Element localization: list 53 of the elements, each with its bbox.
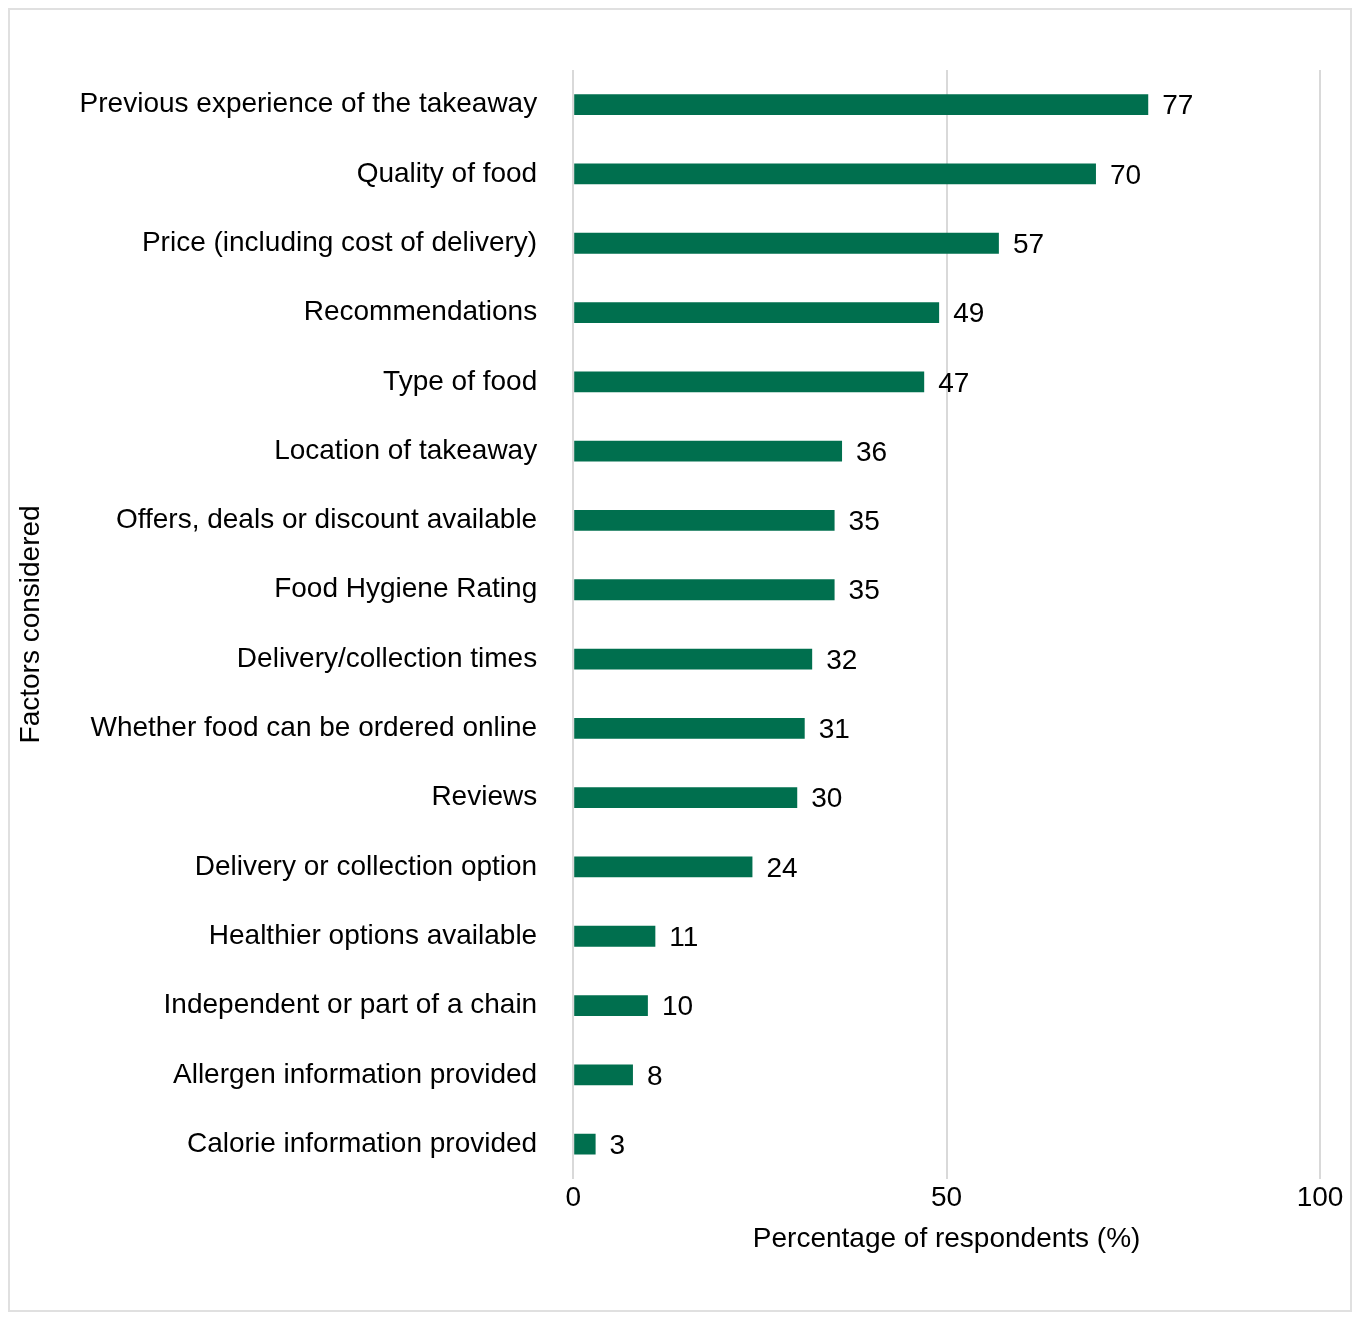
bar — [574, 856, 753, 878]
x-tick-label: 50 — [931, 1181, 963, 1213]
data-label: 47 — [938, 366, 970, 398]
data-label: 8 — [646, 1059, 663, 1091]
data-label: 35 — [848, 505, 880, 537]
data-label: 32 — [826, 643, 858, 675]
y-tick-label: Quality of food — [356, 156, 538, 188]
bar — [574, 371, 925, 393]
data-label: 49 — [953, 297, 985, 329]
data-label: 57 — [1012, 227, 1045, 259]
y-tick-label: Location of takeaway — [274, 433, 538, 465]
y-tick-label: Price (including cost of delivery) — [141, 225, 538, 257]
x-axis-title: Percentage of respondents (%) — [752, 1221, 1141, 1253]
data-label: 36 — [856, 435, 888, 467]
y-tick-label: Reviews — [431, 780, 538, 812]
bar — [574, 94, 1149, 116]
y-tick-label: Delivery or collection option — [194, 849, 538, 881]
bar — [574, 440, 843, 462]
x-tick-label: 100 — [1296, 1181, 1344, 1213]
data-label: 31 — [818, 713, 850, 745]
y-tick-label: Allergen information provided — [172, 1057, 538, 1089]
y-tick-label: Food Hygiene Rating — [274, 572, 538, 604]
bar — [574, 1133, 596, 1155]
data-label: 3 — [609, 1128, 626, 1160]
y-axis-title: Factors considered — [13, 505, 45, 744]
x-tick-label: 0 — [565, 1181, 581, 1213]
bar — [574, 510, 835, 531]
data-label: 77 — [1162, 89, 1194, 121]
data-label: 10 — [661, 990, 694, 1022]
data-label: 35 — [848, 574, 880, 606]
bar — [574, 163, 1096, 185]
bar — [574, 232, 999, 254]
y-tick-label: Offers, deals or discount available — [115, 503, 538, 535]
y-tick-label: Recommendations — [303, 295, 538, 327]
y-tick-label: Whether food can be ordered online — [90, 711, 538, 743]
data-label: 70 — [1109, 158, 1142, 190]
bar — [574, 925, 656, 947]
data-label: 30 — [811, 782, 843, 814]
y-tick-label: Delivery/collection times — [236, 641, 538, 673]
bar — [574, 995, 648, 1016]
y-tick-label: Type of food — [383, 364, 538, 396]
bar — [574, 302, 940, 323]
y-tick-label: Calorie information provided — [187, 1126, 538, 1158]
bar — [574, 717, 805, 739]
y-tick-label: Independent or part of a chain — [163, 988, 538, 1020]
data-label: 24 — [766, 851, 798, 883]
bar — [574, 579, 835, 601]
bar — [574, 648, 813, 670]
bar — [574, 787, 798, 809]
data-label: 11 — [669, 920, 699, 952]
y-tick-label: Previous experience of the takeaway — [79, 87, 538, 119]
bar — [574, 1064, 633, 1086]
y-tick-label: Healthier options available — [208, 918, 538, 950]
